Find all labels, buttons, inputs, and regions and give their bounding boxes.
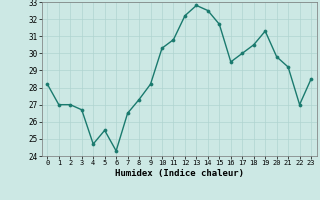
X-axis label: Humidex (Indice chaleur): Humidex (Indice chaleur) bbox=[115, 169, 244, 178]
